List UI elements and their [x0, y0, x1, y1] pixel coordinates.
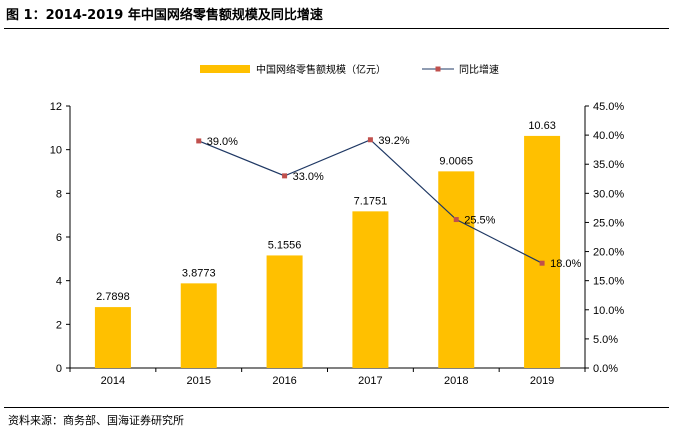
- legend-line-label: 同比增速: [459, 63, 499, 76]
- bottom-rule: [4, 407, 669, 408]
- bar: [524, 135, 561, 368]
- bar-data-label: 5.1556: [268, 239, 302, 251]
- bar: [266, 255, 303, 368]
- legend: 中国网络零售额规模（亿元） 同比增速: [200, 63, 499, 76]
- growth-line: 39.0% 33.0% 39.2% 25.5% 18.0%: [196, 135, 581, 270]
- growth-point: [453, 217, 459, 223]
- bars: 2.7898 3.8773 5.1556 7.1751 9.0065 10.63: [94, 120, 561, 368]
- growth-point: [196, 138, 202, 144]
- bar-data-label: 7.1751: [354, 195, 388, 207]
- right-tick-label: 10.0%: [593, 305, 624, 317]
- figure-title: 图 1：2014-2019 年中国网络零售额规模及同比增速: [6, 8, 323, 23]
- x-tick-label: 2014: [101, 375, 125, 387]
- growth-point: [539, 260, 545, 266]
- left-tick-label: 8: [56, 188, 62, 200]
- source-note: 资料来源：商务部、国海证券研究所: [8, 414, 184, 427]
- x-tick-label: 2019: [530, 375, 554, 387]
- left-tick-label: 4: [56, 276, 62, 288]
- right-tick-label: 45.0%: [593, 101, 624, 113]
- x-tick-label: 2016: [272, 375, 296, 387]
- right-tick-label: 30.0%: [593, 188, 624, 200]
- bar: [438, 171, 475, 368]
- axes: 0 2 4 6 8 10 12 0.0% 5.0% 10.0% 15.0% 20.0% 25.0% 30.…: [50, 101, 625, 387]
- growth-data-label: 33.0%: [293, 171, 324, 183]
- bar-data-label: 9.0065: [439, 155, 473, 167]
- growth-point: [282, 173, 288, 179]
- legend-line-marker: [435, 66, 441, 72]
- right-tick-label: 20.0%: [593, 247, 624, 259]
- x-tick-label: 2018: [444, 375, 468, 387]
- left-tick-label: 0: [56, 363, 62, 375]
- x-tick-label: 2017: [358, 375, 382, 387]
- legend-bar-label: 中国网络零售额规模（亿元）: [256, 63, 386, 76]
- bar: [352, 211, 389, 368]
- legend-bar-swatch: [200, 65, 250, 73]
- growth-data-label: 18.0%: [550, 258, 581, 270]
- bar: [94, 307, 131, 368]
- bar-data-label: 3.8773: [182, 267, 216, 279]
- right-tick-label: 15.0%: [593, 276, 624, 288]
- bar-data-label: 10.63: [528, 120, 556, 132]
- left-tick-label: 12: [50, 101, 62, 113]
- right-tick-label: 35.0%: [593, 159, 624, 171]
- growth-data-label: 39.0%: [207, 136, 238, 148]
- left-tick-label: 10: [50, 145, 62, 157]
- bar-data-label: 2.7898: [96, 291, 130, 303]
- left-tick-label: 6: [56, 232, 62, 244]
- x-tick-label: 2015: [187, 375, 211, 387]
- growth-data-label: 25.5%: [464, 215, 495, 227]
- bar: [180, 283, 217, 368]
- growth-point: [367, 137, 373, 143]
- left-tick-label: 2: [56, 319, 62, 331]
- top-rule: [4, 28, 669, 29]
- right-tick-label: 0.0%: [593, 363, 618, 375]
- growth-data-label: 39.2%: [378, 135, 409, 147]
- right-tick-label: 5.0%: [593, 334, 618, 346]
- right-tick-label: 40.0%: [593, 130, 624, 142]
- right-tick-label: 25.0%: [593, 217, 624, 229]
